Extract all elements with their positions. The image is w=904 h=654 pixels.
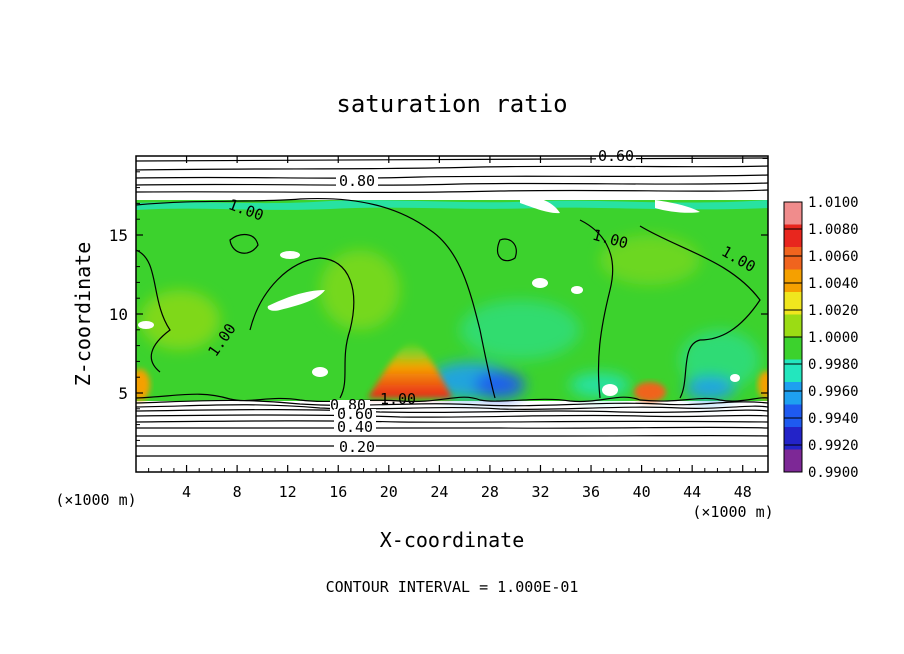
saturation-contours [136, 197, 761, 399]
colorbar-label: 1.0020 [808, 303, 859, 319]
colorbar-label: 1.0080 [808, 222, 859, 238]
x-axis-label: X-coordinate [380, 528, 525, 552]
colorbar-label: 1.0040 [808, 276, 859, 292]
colorbar-swatch [784, 269, 802, 293]
colorbar-label: 1.0000 [808, 330, 859, 346]
colorbar-swatch [784, 202, 802, 225]
contour-label: 0.40 [337, 418, 373, 436]
plume-x40 [634, 382, 666, 402]
colorbar-label: 0.9900 [808, 465, 859, 481]
upper-clear-gaps [520, 195, 700, 214]
colorbar-label: 0.9960 [808, 384, 859, 400]
x-unit-label-right: (×1000 m) [692, 503, 773, 521]
x-axis: 4 8 12 16 20 24 28 32 36 40 44 48 [148, 156, 756, 501]
x-tick-label: 48 [734, 483, 752, 501]
colorbar-swatch [784, 314, 802, 338]
contour-labels: 0.60 0.80 1.00 1.00 1.00 1.00 1.00 0.80 … [204, 147, 758, 456]
upper-contours [136, 157, 768, 193]
plume-x22 [368, 342, 452, 398]
x-tick-label: 20 [380, 483, 398, 501]
colorbar-swatch [784, 427, 802, 450]
y-axis: 5 10 15 [109, 171, 768, 457]
x-tick-label: 12 [279, 483, 297, 501]
colorbar-swatch [784, 337, 802, 360]
colorbar-swatch [784, 224, 802, 248]
upper-fringe [136, 200, 768, 210]
x-tick-label: 8 [233, 483, 242, 501]
x-tick-label: 40 [633, 483, 651, 501]
colorbar-swatch [784, 382, 802, 405]
x-tick-label: 28 [481, 483, 499, 501]
x-tick-label: 44 [683, 483, 701, 501]
plume-left-edge [136, 369, 150, 401]
colorbar-label: 1.0100 [808, 195, 859, 211]
x-unit-label: (×1000 m) [55, 491, 136, 509]
y-axis-label: Z-coordinate [71, 242, 95, 387]
colorbar-swatch [784, 359, 802, 383]
colorbar-label: 0.9920 [808, 438, 859, 454]
x-tick-label: 16 [329, 483, 347, 501]
lower-contours [136, 393, 768, 457]
chart-title: saturation ratio [336, 90, 567, 118]
contour-interval-note: CONTOUR INTERVAL = 1.000E-01 [326, 578, 579, 596]
x-tick-label: 36 [582, 483, 600, 501]
contour-label: 0.20 [339, 438, 375, 456]
colorbar-label: 0.9980 [808, 357, 859, 373]
contour-label: 1.00 [380, 390, 416, 408]
colorbar-swatch [784, 247, 802, 270]
colorbar-swatch [784, 404, 802, 428]
x-tick-label: 32 [531, 483, 549, 501]
colorbar-label: 0.9940 [808, 411, 859, 427]
x-tick-label: 24 [430, 483, 448, 501]
contour-label: 0.80 [339, 172, 375, 190]
x-tick-label: 4 [182, 483, 191, 501]
clear-holes [138, 251, 740, 396]
y-tick-label: 15 [109, 226, 128, 245]
colorbar-swatch [784, 449, 802, 473]
colorbar: 1.0100 1.0080 1.0060 1.0040 1.0020 1.0000 0.99… [783, 195, 859, 481]
colorbar-swatch [784, 292, 802, 315]
y-tick-label: 10 [109, 305, 128, 324]
plot-area [136, 156, 768, 472]
y-tick-label: 5 [118, 384, 128, 403]
contour-label: 0.60 [337, 405, 373, 423]
colorbar-label: 1.0060 [808, 249, 859, 265]
plume-right-edge [758, 371, 768, 399]
